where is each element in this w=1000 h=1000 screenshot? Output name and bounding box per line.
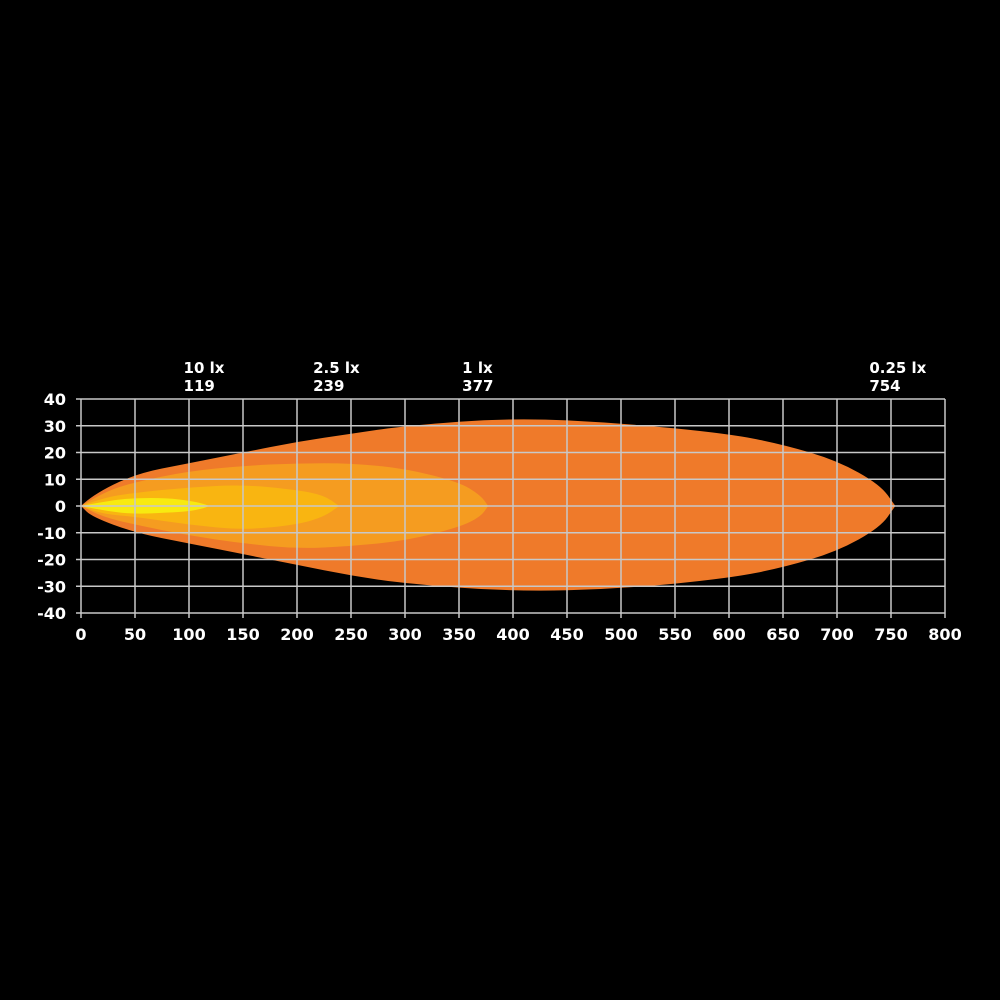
y-tick-label: 40 [44,390,66,409]
annotation-distance-value: 377 [462,377,493,395]
beam-areas [81,419,896,591]
x-tick-label: 700 [820,625,853,644]
beam-area-2-5-lx [81,485,340,529]
x-tick-label: 100 [172,625,205,644]
y-tick-label: 0 [55,497,66,516]
y-tick-label: -10 [37,524,66,543]
y-tick-label: 20 [44,444,66,463]
x-tick-label: 800 [928,625,961,644]
x-tick-label: 650 [766,625,799,644]
annotation-lux-label: 10 lx [184,359,225,377]
y-axis-ticks: 40 30 20 10 0 -10 -20 -30 -40 [37,390,66,623]
y-tick-label: 10 [44,470,66,489]
x-tick-label: 50 [124,625,146,644]
x-axis-ticks: 0 50 100 150 200 250 300 350 400 450 500 550 600 650 7… [75,625,961,644]
annotation-distance-value: 119 [184,377,215,395]
annotation-distance-value: 754 [869,377,900,395]
x-tick-label: 550 [658,625,691,644]
y-tick-label: -40 [37,604,66,623]
y-tick-label: -30 [37,577,66,596]
x-tick-label: 0 [75,625,86,644]
x-tick-label: 450 [550,625,583,644]
y-tick-label: -20 [37,551,66,570]
x-tick-label: 300 [388,625,421,644]
y-tick-label: 30 [44,417,66,436]
x-tick-label: 150 [226,625,259,644]
x-tick-label: 400 [496,625,529,644]
beam-area-0-25-lx [81,419,896,591]
x-tick-label: 500 [604,625,637,644]
x-tick-label: 750 [874,625,907,644]
annotation-distance-value: 239 [313,377,344,395]
annotation-lux-label: 2.5 lx [313,359,360,377]
x-tick-label: 250 [334,625,367,644]
x-tick-label: 200 [280,625,313,644]
grid [76,398,946,618]
annotation-lux-label: 1 lx [462,359,493,377]
x-tick-label: 600 [712,625,745,644]
annotation-lux-label: 0.25 lx [869,359,926,377]
x-tick-label: 350 [442,625,475,644]
